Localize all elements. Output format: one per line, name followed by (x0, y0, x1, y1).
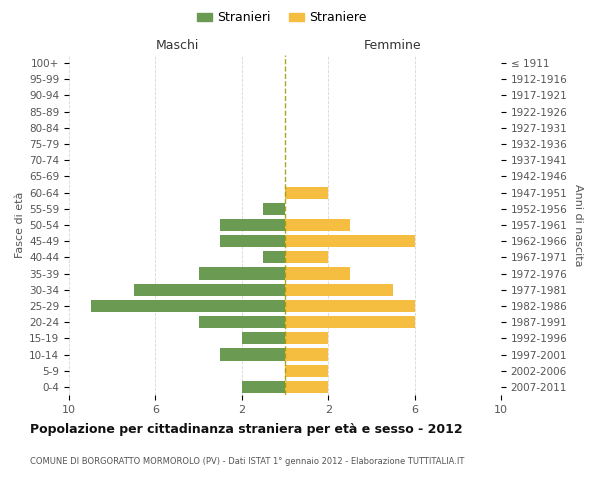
Bar (285, 252, 328, 264)
Bar (285, 300, 415, 312)
Bar (263, 252, 285, 264)
Bar (285, 268, 350, 280)
Bar (285, 186, 328, 198)
Bar (134, 284, 285, 296)
Bar (285, 284, 393, 296)
Bar (285, 381, 328, 393)
Bar (242, 381, 285, 393)
Bar (263, 202, 285, 215)
Bar (285, 348, 328, 360)
Bar (199, 268, 285, 280)
Bar (220, 219, 285, 231)
Bar (285, 219, 350, 231)
Y-axis label: Fasce di età: Fasce di età (15, 192, 25, 258)
Bar (285, 235, 415, 248)
Bar (220, 348, 285, 360)
Text: Maschi: Maschi (155, 39, 199, 52)
Text: Femmine: Femmine (364, 39, 422, 52)
Legend: Stranieri, Straniere: Stranieri, Straniere (192, 6, 372, 29)
Bar (199, 316, 285, 328)
Text: Popolazione per cittadinanza straniera per età e sesso - 2012: Popolazione per cittadinanza straniera p… (30, 422, 463, 436)
Bar (285, 332, 328, 344)
Bar (91, 300, 285, 312)
Bar (220, 235, 285, 248)
Text: COMUNE DI BORGORATTO MORMOROLO (PV) - Dati ISTAT 1° gennaio 2012 - Elaborazione : COMUNE DI BORGORATTO MORMOROLO (PV) - Da… (30, 458, 464, 466)
Bar (285, 364, 328, 377)
Bar (285, 316, 415, 328)
Bar (242, 332, 285, 344)
Y-axis label: Anni di nascita: Anni di nascita (573, 184, 583, 266)
